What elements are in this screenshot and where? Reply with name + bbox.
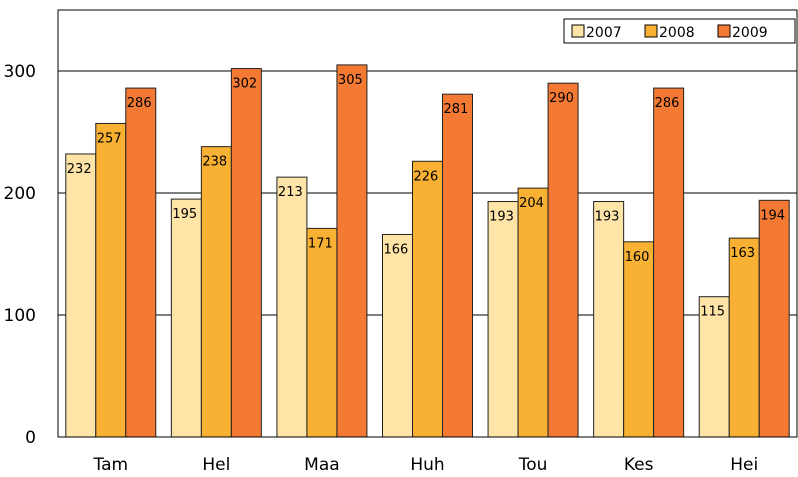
y-tick-label-1: 100 (4, 306, 36, 326)
x-tick-label-tam: Tam (93, 455, 129, 475)
bar-hel-2008 (200, 146, 232, 438)
value-label-hel-2008: 238 (202, 155, 227, 170)
value-label-maa-2007: 213 (278, 185, 303, 200)
bar-hei-2009 (758, 199, 790, 438)
value-label-huh-2009: 281 (444, 102, 469, 117)
bar-hel-2009 (230, 68, 262, 438)
legend-swatch-2008 (644, 24, 658, 38)
value-label-tam-2007: 232 (67, 162, 92, 177)
bar-tou-2008 (517, 187, 549, 438)
bar-hei-2008 (728, 237, 760, 438)
y-tick-label-2: 200 (4, 184, 36, 204)
value-label-tou-2008: 204 (519, 196, 544, 211)
bar-huh-2009 (442, 93, 473, 438)
value-label-tam-2009: 286 (127, 96, 152, 111)
bar-huh-2008 (412, 160, 443, 438)
bar-tam-2009 (125, 87, 157, 438)
bar-maa-2008 (306, 227, 338, 438)
value-label-kes-2009: 286 (655, 96, 680, 111)
bar-kes-2008 (623, 241, 655, 438)
bar-hei-2007 (698, 296, 730, 438)
x-tick-label-kes: Kes (624, 455, 654, 475)
bar-tou-2009 (547, 82, 579, 438)
bar-kes-2009 (653, 87, 685, 438)
value-label-huh-2008: 226 (414, 169, 439, 184)
bars (65, 64, 790, 438)
bar-tam-2008 (95, 122, 127, 438)
value-label-huh-2007: 166 (384, 242, 409, 257)
legend-label-2008: 2008 (659, 25, 695, 41)
value-label-hei-2009: 194 (760, 208, 785, 223)
x-tick-label-huh: Huh (410, 455, 444, 475)
legend-label-2009: 2009 (732, 25, 768, 41)
plot-area-border (57, 9, 798, 438)
bar-tou-2007 (487, 201, 519, 438)
y-tick-label-3: 300 (4, 62, 36, 82)
value-label-maa-2008: 171 (308, 236, 333, 251)
value-label-hei-2007: 115 (700, 305, 725, 320)
x-tick-label-maa: Maa (304, 455, 340, 475)
bar-maa-2007 (276, 176, 308, 438)
x-tick-label-tou: Tou (518, 455, 548, 475)
bar-hel-2007 (170, 198, 202, 438)
value-label-hel-2009: 302 (232, 77, 257, 92)
bar-huh-2007 (382, 233, 413, 438)
data-labels: 232 257 286 195 238 302 213 171 305 166 226 281 193 2… (67, 73, 785, 320)
bar-maa-2009 (336, 64, 368, 438)
legend: 2007 2008 2009 (563, 18, 796, 44)
value-label-hel-2007: 195 (172, 207, 197, 222)
value-label-tou-2009: 290 (549, 91, 574, 106)
legend-swatch-2009 (717, 24, 731, 38)
x-tick-label-hel: Hel (202, 455, 230, 475)
value-label-tam-2008: 257 (97, 131, 122, 146)
value-label-kes-2008: 160 (625, 250, 650, 265)
legend-swatch-2007 (571, 24, 585, 38)
value-label-maa-2009: 305 (338, 73, 363, 88)
value-label-tou-2007: 193 (489, 210, 514, 225)
axes: 0 100 200 300 Tam Hel Maa Huh Tou Kes Hei (4, 9, 798, 475)
value-label-hei-2008: 163 (730, 246, 755, 261)
y-tick-label-0: 0 (25, 428, 36, 448)
bar-kes-2007 (593, 201, 625, 438)
bar-tam-2007 (65, 153, 97, 438)
legend-box (563, 18, 796, 44)
legend-label-2007: 2007 (586, 25, 622, 41)
x-tick-label-hei: Hei (730, 455, 758, 475)
value-label-kes-2007: 193 (595, 210, 620, 225)
